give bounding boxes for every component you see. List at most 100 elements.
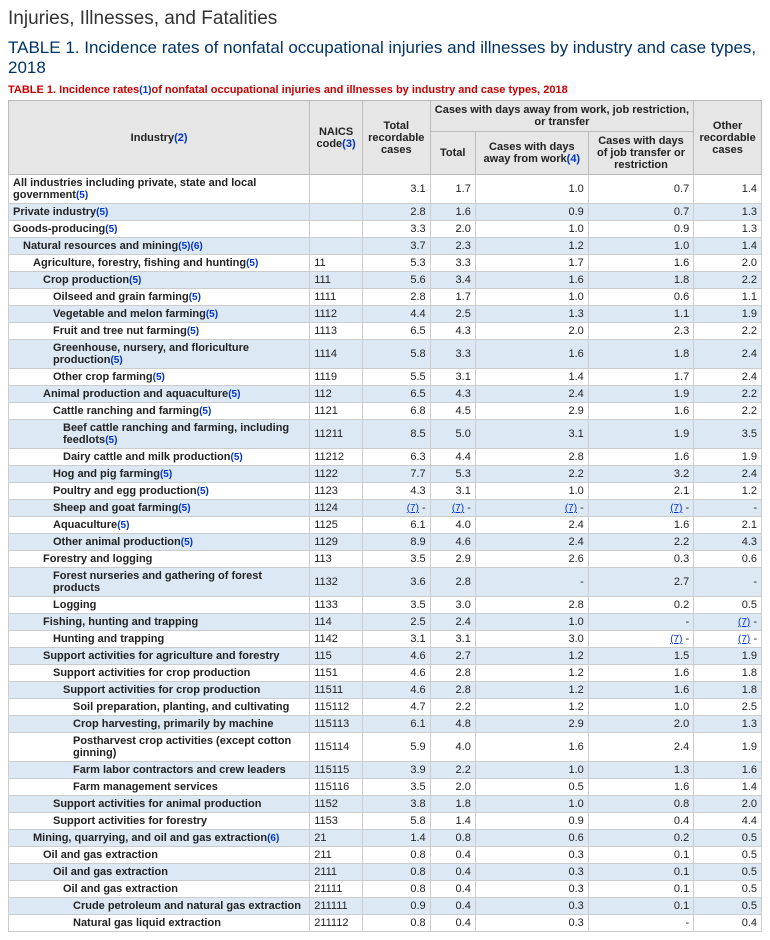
- footnote-5-link[interactable]: (5): [153, 372, 165, 383]
- value-cell: 3.3: [430, 255, 475, 272]
- footnote-7-link[interactable]: (7): [670, 634, 682, 645]
- footnote-5-link[interactable]: (5): [187, 326, 199, 337]
- footnote-5-link[interactable]: (5): [129, 275, 141, 286]
- value-cell: 1.6: [588, 403, 693, 420]
- table-row: Animal production and aquaculture(5)1126…: [9, 386, 762, 403]
- hdr-other: Other recordable cases: [694, 101, 762, 175]
- value-cell: 4.6: [362, 682, 430, 699]
- page-title: Injuries, Illnesses, and Fatalities: [8, 8, 762, 30]
- value-cell: 0.2: [588, 597, 693, 614]
- value-cell: 0.1: [588, 847, 693, 864]
- footnote-5-link[interactable]: (5): [105, 435, 117, 446]
- value-cell: 0.3: [475, 847, 588, 864]
- value-cell: 5.8: [362, 813, 430, 830]
- industry-cell: Natural gas liquid extraction: [9, 915, 310, 932]
- value-cell: 6.3: [362, 449, 430, 466]
- table-header: Industry(2) NAICS code(3) Total recordab…: [9, 101, 762, 175]
- value-cell: 6.1: [362, 517, 430, 534]
- footnote-1-link[interactable]: (1): [139, 85, 151, 96]
- footnote-5-link[interactable]: (5): [105, 224, 117, 235]
- naics-cell: 1119: [310, 369, 363, 386]
- value-cell: 1.7: [588, 369, 693, 386]
- naics-cell: 1112: [310, 306, 363, 323]
- value-cell: 2.7: [588, 568, 693, 597]
- footnote-7-link[interactable]: (7): [670, 503, 682, 514]
- value-cell: 1.4: [694, 238, 762, 255]
- footnote-5-link[interactable]: (5): [160, 469, 172, 480]
- table-row: Other animal production(5)11298.94.62.42…: [9, 534, 762, 551]
- naics-cell: 112: [310, 386, 363, 403]
- value-cell: 8.5: [362, 420, 430, 449]
- footnote-5-link[interactable]: (5): [199, 406, 211, 417]
- value-cell: (7) -: [588, 631, 693, 648]
- footnote-7-link[interactable]: (7): [565, 503, 577, 514]
- value-cell: 0.9: [475, 813, 588, 830]
- value-cell: 1.0: [475, 762, 588, 779]
- industry-cell: Poultry and egg production(5): [9, 483, 310, 500]
- table-row: Private industry(5)2.81.60.90.71.3: [9, 204, 762, 221]
- table-subtitle: TABLE 1. Incidence rates(1)of nonfatal o…: [8, 84, 762, 96]
- value-cell: 2.5: [694, 699, 762, 716]
- value-cell: 6.5: [362, 386, 430, 403]
- industry-cell: Support activities for crop production: [9, 665, 310, 682]
- footnote-7-link[interactable]: (7): [452, 503, 464, 514]
- value-cell: 1.6: [475, 340, 588, 369]
- footnote-7-link[interactable]: (7): [738, 617, 750, 628]
- footnote-7-link[interactable]: (7): [738, 634, 750, 645]
- footnote-5-link[interactable]: (5): [197, 486, 209, 497]
- value-cell: 1.7: [475, 255, 588, 272]
- value-cell: 2.2: [475, 466, 588, 483]
- value-cell: 0.4: [430, 915, 475, 932]
- footnote-6-link[interactable]: (6): [191, 241, 203, 252]
- value-cell: 0.8: [362, 881, 430, 898]
- value-cell: 3.1: [430, 483, 475, 500]
- table-row: Support activities for crop production11…: [9, 682, 762, 699]
- footnote-5-link[interactable]: (5): [230, 452, 242, 463]
- naics-cell: 2111: [310, 864, 363, 881]
- footnote-5-link[interactable]: (5): [181, 537, 193, 548]
- footnote-5-link[interactable]: (5): [228, 389, 240, 400]
- value-cell: 3.5: [362, 551, 430, 568]
- value-cell: 1.0: [588, 699, 693, 716]
- footnote-5-link[interactable]: (5): [178, 503, 190, 514]
- value-cell: 4.3: [694, 534, 762, 551]
- table-row: Oilseed and grain farming(5)11112.81.71.…: [9, 289, 762, 306]
- footnote-2-link[interactable]: (2): [174, 132, 187, 144]
- footnote-5-link[interactable]: (5): [178, 241, 190, 252]
- footnote-5-link[interactable]: (5): [117, 520, 129, 531]
- naics-cell: 1124: [310, 500, 363, 517]
- industry-cell: Support activities for forestry: [9, 813, 310, 830]
- footnote-5-link[interactable]: (5): [96, 207, 108, 218]
- table-row: Forestry and logging1133.52.92.60.30.6: [9, 551, 762, 568]
- table-row: All industries including private, state …: [9, 175, 762, 204]
- naics-cell: 115: [310, 648, 363, 665]
- value-cell: 3.9: [362, 762, 430, 779]
- footnote-5-link[interactable]: (5): [189, 292, 201, 303]
- value-cell: 0.8: [588, 796, 693, 813]
- value-cell: 0.5: [694, 597, 762, 614]
- footnote-6-link[interactable]: (6): [267, 833, 279, 844]
- value-cell: 0.3: [588, 551, 693, 568]
- footnote-3-link[interactable]: (3): [342, 138, 355, 150]
- naics-cell: 11211: [310, 420, 363, 449]
- footnote-5-link[interactable]: (5): [246, 258, 258, 269]
- footnote-5-link[interactable]: (5): [110, 355, 122, 366]
- value-cell: 3.2: [588, 466, 693, 483]
- value-cell: 3.1: [475, 420, 588, 449]
- hdr-cases-group: Cases with days away from work, job rest…: [430, 101, 694, 132]
- value-cell: 4.6: [362, 648, 430, 665]
- value-cell: 0.9: [588, 221, 693, 238]
- footnote-5-link[interactable]: (5): [206, 309, 218, 320]
- table-row: Support activities for animal production…: [9, 796, 762, 813]
- value-cell: 1.4: [475, 369, 588, 386]
- value-cell: 4.3: [430, 323, 475, 340]
- value-cell: 2.2: [588, 534, 693, 551]
- footnote-5-link[interactable]: (5): [76, 190, 88, 201]
- value-cell: 1.9: [588, 420, 693, 449]
- value-cell: 1.4: [694, 779, 762, 796]
- value-cell: 3.8: [362, 796, 430, 813]
- footnote-7-link[interactable]: (7): [407, 503, 419, 514]
- industry-cell: Natural resources and mining(5)(6): [9, 238, 310, 255]
- table-row: Greenhouse, nursery, and floriculture pr…: [9, 340, 762, 369]
- footnote-4-link[interactable]: (4): [567, 153, 580, 165]
